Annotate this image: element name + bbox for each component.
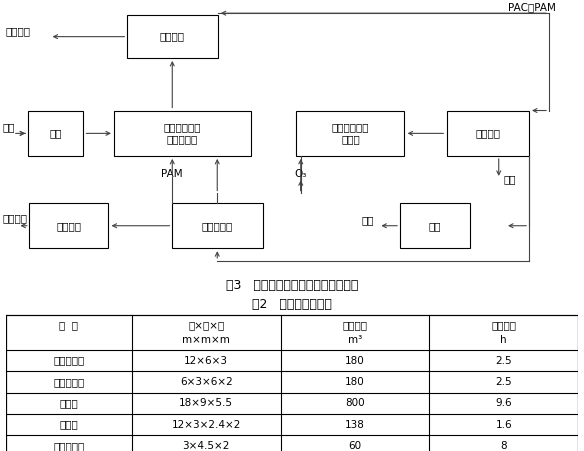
Text: 曲面斜网: 曲面斜网 — [160, 32, 185, 41]
Text: 3×4.5×2: 3×4.5×2 — [182, 441, 230, 451]
Text: 有效容积: 有效容积 — [342, 320, 367, 330]
Text: 回收浆料: 回收浆料 — [6, 26, 31, 36]
Text: 138: 138 — [345, 419, 365, 429]
Text: 回用: 回用 — [504, 174, 516, 184]
Text: 18×9×5.5: 18×9×5.5 — [179, 398, 233, 408]
Bar — [127, 15, 217, 58]
Text: 表2   各构筑物一览表: 表2 各构筑物一览表 — [252, 298, 332, 311]
Text: 180: 180 — [345, 377, 365, 387]
Text: 图3   改造后污水处理工艺流程示意图: 图3 改造后污水处理工艺流程示意图 — [226, 279, 358, 292]
Text: 2.5: 2.5 — [495, 377, 512, 387]
Text: 沉淀气浮: 沉淀气浮 — [476, 129, 500, 138]
Bar — [6, 315, 578, 451]
Text: m×m×m: m×m×m — [182, 335, 230, 345]
Text: 名  称: 名 称 — [60, 320, 78, 330]
Text: O₃: O₃ — [294, 170, 307, 179]
Text: 12×3×2.4×2: 12×3×2.4×2 — [172, 419, 241, 429]
Text: 800: 800 — [345, 398, 365, 408]
Bar — [113, 110, 251, 156]
Text: 沉淀气浮池: 沉淀气浮池 — [53, 377, 85, 387]
Text: 60: 60 — [349, 441, 361, 451]
Text: 9.6: 9.6 — [495, 398, 512, 408]
Text: 180: 180 — [345, 356, 365, 366]
Text: 生化池: 生化池 — [60, 398, 78, 408]
Bar — [29, 203, 108, 249]
Bar — [172, 203, 263, 249]
Text: 长×高×宽: 长×高×宽 — [188, 320, 224, 330]
Text: 格栅: 格栅 — [49, 129, 62, 138]
Text: 2.5: 2.5 — [495, 356, 512, 366]
Text: PAC＼PAM: PAC＼PAM — [508, 2, 556, 12]
Text: 调节沉淀池: 调节沉淀池 — [53, 356, 85, 366]
Bar — [296, 110, 404, 156]
Text: 外排: 外排 — [361, 215, 374, 225]
Text: 8: 8 — [500, 441, 507, 451]
Text: 沉砂沟改建为
调节沉淀池: 沉砂沟改建为 调节沉淀池 — [164, 123, 201, 144]
Text: m³: m³ — [348, 335, 362, 345]
Text: 外运填埋: 外运填埋 — [3, 213, 28, 223]
Text: 12×6×3: 12×6×3 — [184, 356, 228, 366]
Text: 污泥浓缩池: 污泥浓缩池 — [53, 441, 85, 451]
Text: 污泥浓缩池: 污泥浓缩池 — [201, 221, 233, 231]
Bar — [447, 110, 529, 156]
Text: 气浮: 气浮 — [429, 221, 442, 231]
Text: 带式压滤: 带式压滤 — [57, 221, 81, 231]
Text: 调节池改建为
生化池: 调节池改建为 生化池 — [332, 123, 369, 144]
Text: PAM: PAM — [161, 170, 183, 179]
Text: 气浮池: 气浮池 — [60, 419, 78, 429]
Bar — [28, 110, 84, 156]
Text: 污水: 污水 — [3, 123, 15, 133]
Text: h: h — [500, 335, 507, 345]
Text: 停留时间: 停留时间 — [491, 320, 516, 330]
Bar — [400, 203, 470, 249]
Text: 1.6: 1.6 — [495, 419, 512, 429]
Text: 6×3×6×2: 6×3×6×2 — [180, 377, 232, 387]
